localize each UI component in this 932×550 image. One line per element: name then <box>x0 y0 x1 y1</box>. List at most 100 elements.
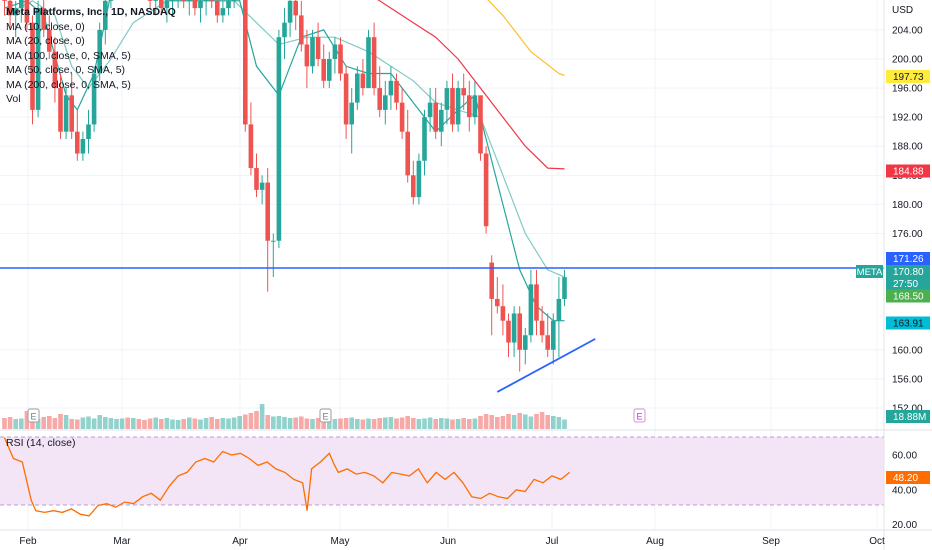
volume-bar <box>41 417 46 429</box>
volume-bar <box>455 419 461 429</box>
volume-bar <box>226 418 231 429</box>
indicator-ma50[interactable]: MA (50, close, 0, SMA, 5) <box>6 64 126 76</box>
volume-bar <box>282 417 287 429</box>
volume-bar <box>467 419 472 429</box>
earnings-marker[interactable] <box>27 408 40 423</box>
candle-body <box>556 298 562 321</box>
rsi-value-box <box>886 471 930 484</box>
volume-bar <box>349 417 354 429</box>
currency-label: USD <box>892 5 913 16</box>
candle-body <box>192 0 198 9</box>
candle-body <box>355 73 360 103</box>
indicator-ma10[interactable]: MA (10, close, 0) <box>6 20 85 33</box>
volume-bar <box>91 418 97 429</box>
price-tick: 188.00 <box>892 142 923 153</box>
volume-bar <box>332 419 338 429</box>
volume-bar <box>399 417 405 429</box>
candle-body <box>517 313 522 350</box>
volume-bar <box>511 415 517 429</box>
volume-bar <box>299 416 304 429</box>
candle-body <box>287 0 293 23</box>
candle-body <box>411 175 416 198</box>
volume-bar <box>360 419 366 429</box>
indicator-ma200[interactable]: MA (200, close, 0, SMA, 5) <box>6 78 131 91</box>
candle-body <box>534 284 539 321</box>
candle-body <box>52 51 58 89</box>
trend-line[interactable] <box>496 338 596 393</box>
volume-bar <box>405 416 410 429</box>
rsi-band <box>0 436 884 506</box>
candle-body <box>47 29 52 52</box>
drawings[interactable] <box>0 267 884 393</box>
indicator-volume[interactable]: Vol <box>6 93 21 105</box>
volume-bar <box>539 412 545 429</box>
candle-body <box>377 88 382 110</box>
candle-body <box>243 0 248 125</box>
volume-bar <box>394 418 399 429</box>
earnings-marker[interactable] <box>633 408 646 423</box>
candle-body <box>562 277 567 299</box>
volume-bar <box>259 404 265 429</box>
price-tick: 176.00 <box>892 229 923 240</box>
ma100-line <box>487 0 565 77</box>
price-axis[interactable]: USD204.00200.00196.00192.00188.00184.001… <box>856 0 930 550</box>
price-tick: 196.00 <box>892 84 923 95</box>
candle-body <box>427 102 433 118</box>
price-label-box <box>886 289 930 303</box>
volume-bar <box>551 416 556 429</box>
volume-bar <box>69 419 74 429</box>
candle-body <box>506 320 511 343</box>
symbol-title[interactable]: Meta Platforms, Inc., 1D, NASDAQ <box>6 6 176 18</box>
volume-bar <box>203 418 209 429</box>
earnings-marker[interactable] <box>319 408 332 423</box>
volume-bar <box>119 418 125 429</box>
time-tick: Sep <box>762 536 780 547</box>
volume-bar <box>450 419 455 429</box>
candle-body <box>399 102 405 132</box>
rsi-legend[interactable]: RSI (14, close) <box>6 437 76 449</box>
volume-bar <box>327 417 332 429</box>
candle-body <box>528 284 534 336</box>
rsi-tick: 60.00 <box>892 451 917 462</box>
candle-body <box>254 168 259 190</box>
ma20-line <box>4 0 565 278</box>
rsi-band-fill <box>0 437 884 505</box>
volume-bar <box>478 416 483 429</box>
indicator-ma100[interactable]: MA (100, close, 0, SMA, 5) <box>6 49 131 62</box>
candle-body <box>170 0 175 1</box>
symbol-tag-box <box>856 265 883 278</box>
candle-body <box>315 37 321 59</box>
candle-body <box>523 335 528 350</box>
price-tick: 200.00 <box>892 55 923 66</box>
volume-bar <box>427 417 433 429</box>
earnings-marker-label: E <box>636 412 642 422</box>
volume-bar <box>506 414 511 429</box>
candle-body <box>103 0 108 30</box>
candle-body <box>69 95 74 132</box>
candle-body <box>416 160 422 198</box>
candle-body <box>360 73 366 89</box>
volume-bar <box>86 416 91 429</box>
volume-bar <box>13 419 18 429</box>
volume-bar <box>243 414 248 429</box>
candle-body <box>147 0 153 1</box>
ma50-line <box>377 0 565 170</box>
candle-body <box>108 0 114 1</box>
candle-body <box>220 8 226 16</box>
volume-bar <box>153 417 158 429</box>
rsi-line <box>3 437 571 517</box>
volume-bar <box>383 417 388 429</box>
volume-bar <box>556 417 562 429</box>
volume-bar <box>444 418 450 429</box>
volume-bar <box>366 418 371 429</box>
price-label: 27:50 <box>893 279 918 290</box>
price-tick: 180.00 <box>892 200 923 211</box>
candle-body <box>388 80 394 96</box>
candle-body <box>539 320 545 336</box>
indicator-ma20[interactable]: MA (20, close, 0) <box>6 35 85 47</box>
time-axis[interactable]: Feb Mar Apr May Jun Jul Aug Sep Oct <box>19 536 885 547</box>
time-tick: May <box>331 536 350 547</box>
candle-body <box>271 240 276 242</box>
